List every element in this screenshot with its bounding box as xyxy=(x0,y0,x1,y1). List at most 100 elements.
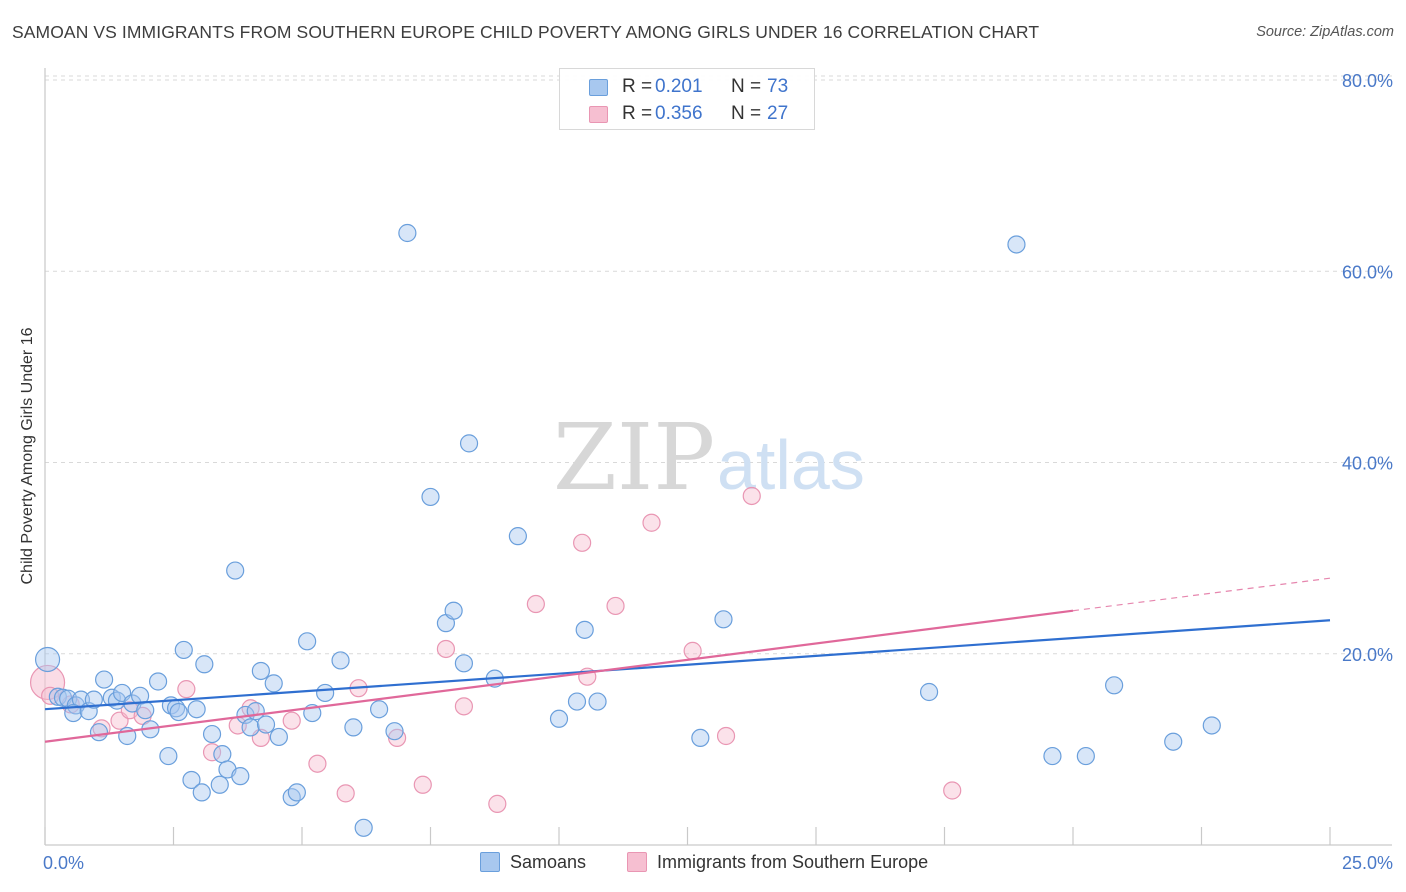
y-tick-labels: 20.0% 40.0% 60.0% 80.0% xyxy=(1342,71,1393,665)
samoans-point xyxy=(549,709,569,728)
samoans-point xyxy=(298,632,317,651)
samoans-point xyxy=(159,746,178,766)
y-tick-label: 20.0% xyxy=(1342,645,1393,665)
immigrants-point xyxy=(716,726,736,746)
chart-title: SAMOAN VS IMMIGRANTS FROM SOUTHERN EUROP… xyxy=(12,22,1040,42)
immigrants-point xyxy=(606,596,625,616)
r-value: 0.356 xyxy=(655,103,703,124)
samoans-point xyxy=(231,767,250,786)
samoans-point xyxy=(251,661,270,681)
x-tick-label-max: 25.0% xyxy=(1342,853,1393,873)
trend-lines xyxy=(44,577,1331,743)
immigrants-point xyxy=(526,594,545,614)
immigrants-legend-swatch xyxy=(627,852,647,872)
samoans-point xyxy=(89,723,109,742)
watermark-atlas: atlas xyxy=(717,426,865,504)
samoans-point xyxy=(136,701,155,720)
samoans-point xyxy=(102,688,121,707)
immigrants-point xyxy=(742,486,761,506)
watermark-zip: ZIP xyxy=(553,404,715,511)
axes xyxy=(44,68,1392,846)
legend-row-samoans: R = 0.201 N = 73 xyxy=(560,76,814,100)
immigrants-point xyxy=(336,784,355,803)
samoans-point xyxy=(84,690,103,709)
legend-label-samoans: Samoans xyxy=(510,852,587,872)
samoans-point xyxy=(316,683,335,703)
samoans-point xyxy=(344,718,363,737)
samoans-point xyxy=(421,487,440,507)
r-label: R = xyxy=(622,103,653,124)
immigrants-point xyxy=(29,664,66,701)
n-label: N = xyxy=(731,76,762,97)
immigrants-point xyxy=(642,513,661,532)
samoans-point xyxy=(714,610,733,629)
immigrants-point xyxy=(308,754,327,773)
samoans-point xyxy=(264,674,283,693)
samoans-point xyxy=(130,686,150,705)
samoans-point xyxy=(187,700,206,719)
samoans-point xyxy=(182,770,201,790)
legend-item-immigrants: Immigrants from Southern Europe xyxy=(627,852,928,873)
samoans-point xyxy=(691,728,710,748)
gridlines xyxy=(45,75,1392,655)
samoans-legend-swatch xyxy=(480,852,500,872)
samoans-point xyxy=(1007,235,1026,254)
samoans-point xyxy=(385,722,404,741)
immigrants-point xyxy=(177,680,196,699)
samoans-point xyxy=(331,651,350,670)
samoans-point xyxy=(241,718,260,737)
samoans-point xyxy=(226,561,245,580)
immigrants-trend-extension xyxy=(1072,577,1331,612)
watermark: ZIP atlas xyxy=(553,404,865,511)
samoans-point xyxy=(1105,676,1124,695)
samoans-point xyxy=(256,715,276,734)
r-value: 0.201 xyxy=(655,76,703,97)
source-credit: Source: ZipAtlas.com xyxy=(1256,24,1394,40)
samoans-point xyxy=(34,646,61,673)
samoans-point xyxy=(575,620,594,639)
samoans-point xyxy=(1164,732,1183,751)
immigrants-point xyxy=(282,711,301,730)
samoans-point xyxy=(567,692,587,711)
samoans-point xyxy=(454,654,474,673)
samoans-point xyxy=(148,672,168,691)
immigrants-point xyxy=(436,639,456,659)
samoans-point xyxy=(370,700,389,719)
x-tick-labels: 0.0% 25.0% xyxy=(43,853,1393,873)
samoans-point xyxy=(192,783,211,802)
samoans-point xyxy=(444,601,463,620)
samoans-point xyxy=(95,670,114,689)
y-tick-label: 40.0% xyxy=(1342,454,1393,474)
samoans-point xyxy=(210,775,229,794)
samoans-point xyxy=(508,527,527,546)
correlation-legend: R = 0.201 N = 73 R = 0.356 N = 27 xyxy=(559,68,815,130)
samoans-point xyxy=(1043,746,1062,766)
samoans-point xyxy=(202,724,222,744)
samoans-points xyxy=(34,223,1221,837)
y-tick-label: 60.0% xyxy=(1342,262,1393,282)
n-label: N = xyxy=(731,103,762,124)
immigrants-swatch xyxy=(589,106,608,123)
n-value: 73 xyxy=(767,76,789,97)
samoans-point xyxy=(459,434,479,453)
immigrants-point xyxy=(488,794,507,813)
immigrants-point xyxy=(573,533,592,552)
samoans-point xyxy=(919,682,939,702)
samoans-point xyxy=(398,223,417,243)
legend-item-samoans: Samoans xyxy=(480,852,586,873)
immigrants-point xyxy=(943,781,962,800)
series-legend: Samoans Immigrants from Southern Europe xyxy=(0,852,1406,878)
immigrants-point xyxy=(413,775,432,794)
r-label: R = xyxy=(622,76,653,97)
samoans-point xyxy=(174,640,193,660)
samoans-swatch xyxy=(589,79,608,96)
samoans-point xyxy=(169,702,188,722)
samoans-point xyxy=(195,655,214,674)
samoans-point xyxy=(1202,716,1221,735)
immigrants-trend-line xyxy=(44,609,1074,743)
immigrants-point xyxy=(454,697,474,716)
samoans-point xyxy=(287,783,306,802)
immigrants-point xyxy=(683,641,702,660)
legend-label-immigrants: Immigrants from Southern Europe xyxy=(657,852,929,872)
